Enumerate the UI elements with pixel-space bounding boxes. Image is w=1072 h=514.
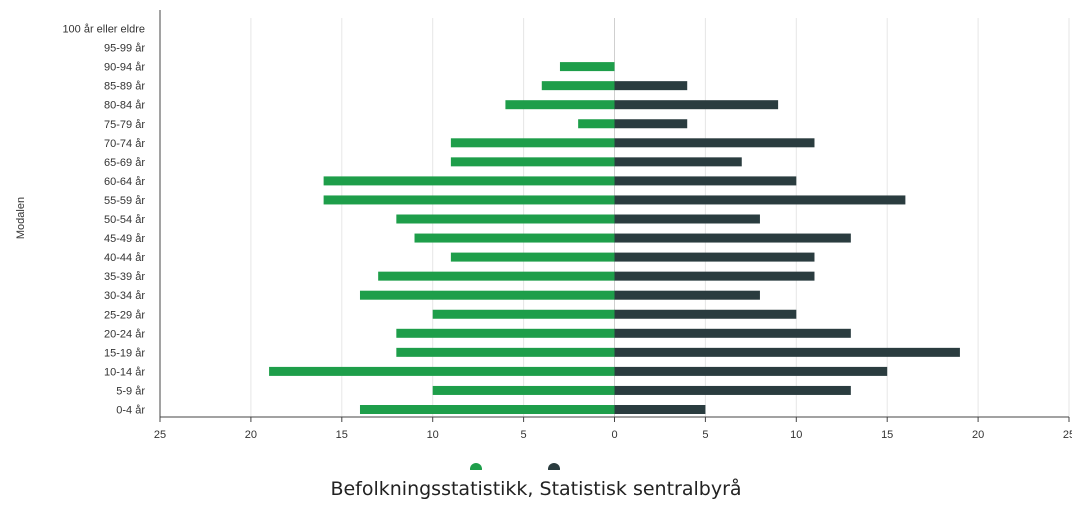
y-tick-label: 25-29 år <box>104 309 145 321</box>
y-tick-label: 95-99 år <box>104 43 145 55</box>
x-tick-label: 15 <box>881 429 893 441</box>
bar-right[interactable] <box>614 328 851 338</box>
y-tick-label: 10-14 år <box>104 366 145 378</box>
y-tick-label: 35-39 år <box>104 271 145 283</box>
x-tick-label: 5 <box>521 429 527 441</box>
x-tick-label: 10 <box>427 429 439 441</box>
bar-right[interactable] <box>614 138 815 148</box>
bar-right[interactable] <box>614 385 851 395</box>
bar-left[interactable] <box>578 119 615 129</box>
bar-left[interactable] <box>432 309 615 319</box>
bar-left[interactable] <box>414 233 615 243</box>
bar-left[interactable] <box>432 385 615 395</box>
y-tick-label: 50-54 år <box>104 214 145 226</box>
bar-left[interactable] <box>505 100 615 110</box>
bar-left[interactable] <box>541 81 615 91</box>
y-axis-title: Modalen <box>15 197 27 239</box>
chart-canvas: 100 år eller eldre 95-99 år 90-94 år 85-89 … <box>15 10 1072 470</box>
y-tick-label: 75-79 år <box>104 119 145 131</box>
bar-left[interactable] <box>323 195 615 205</box>
x-tick-label: 25 <box>1063 429 1072 441</box>
bar-left[interactable] <box>396 214 615 224</box>
legend <box>470 463 560 470</box>
bar-right[interactable] <box>614 366 888 376</box>
bar-left[interactable] <box>396 328 615 338</box>
bar-left[interactable] <box>378 271 615 281</box>
bar-right[interactable] <box>614 119 688 129</box>
bar-left[interactable] <box>269 366 615 376</box>
x-tick-label: 5 <box>702 429 708 441</box>
bar-right[interactable] <box>614 271 815 281</box>
y-tick-label: 15-19 år <box>104 347 145 359</box>
x-tick-label: 20 <box>245 429 257 441</box>
bar-left[interactable] <box>359 405 615 414</box>
y-tick-label: 65-69 år <box>104 157 145 169</box>
y-tick-label: 100 år eller eldre <box>62 24 145 36</box>
bar-left[interactable] <box>450 252 615 262</box>
legend-marker[interactable] <box>470 463 482 470</box>
bar-left[interactable] <box>396 347 615 357</box>
y-tick-label: 20-24 år <box>104 328 145 340</box>
axes: 100 år eller eldre 95-99 år 90-94 år 85-89 … <box>62 10 1072 441</box>
bar-right[interactable] <box>614 195 906 205</box>
y-tick-label: 70-74 år <box>104 138 145 150</box>
x-tick-label: 0 <box>611 429 617 441</box>
bar-left[interactable] <box>359 290 615 300</box>
y-tick-label: 5-9 år <box>116 385 145 397</box>
y-tick-label: 30-34 år <box>104 290 145 302</box>
y-tick-label: 55-59 år <box>104 195 145 207</box>
y-tick-label: 45-49 år <box>104 233 145 245</box>
y-tick-label: 40-44 år <box>104 252 145 264</box>
y-tick-label: 90-94 år <box>104 62 145 74</box>
bar-right[interactable] <box>614 176 797 186</box>
x-tick-label: 25 <box>154 429 166 441</box>
bar-left[interactable] <box>559 62 615 72</box>
y-tick-label: 85-89 år <box>104 81 145 93</box>
source-caption: Befolkningsstatistikk, Statistisk sentra… <box>330 478 742 500</box>
bar-left[interactable] <box>450 138 615 148</box>
bar-left[interactable] <box>450 157 615 167</box>
legend-marker[interactable] <box>548 463 560 470</box>
bar-right[interactable] <box>614 347 960 357</box>
bar-right[interactable] <box>614 81 688 91</box>
bars <box>269 62 960 414</box>
bar-right[interactable] <box>614 309 797 319</box>
bar-right[interactable] <box>614 290 760 300</box>
bar-left[interactable] <box>323 176 615 186</box>
bar-right[interactable] <box>614 100 779 110</box>
bar-right[interactable] <box>614 405 706 414</box>
bar-right[interactable] <box>614 252 815 262</box>
y-tick-label: 0-4 år <box>116 405 145 417</box>
y-tick-label: 60-64 år <box>104 176 145 188</box>
x-tick-label: 20 <box>972 429 984 441</box>
bar-right[interactable] <box>614 214 760 224</box>
bar-right[interactable] <box>614 233 851 243</box>
y-tick-label: 80-84 år <box>104 100 145 112</box>
x-tick-label: 10 <box>790 429 802 441</box>
bar-right[interactable] <box>614 157 742 167</box>
x-tick-label: 15 <box>336 429 348 441</box>
